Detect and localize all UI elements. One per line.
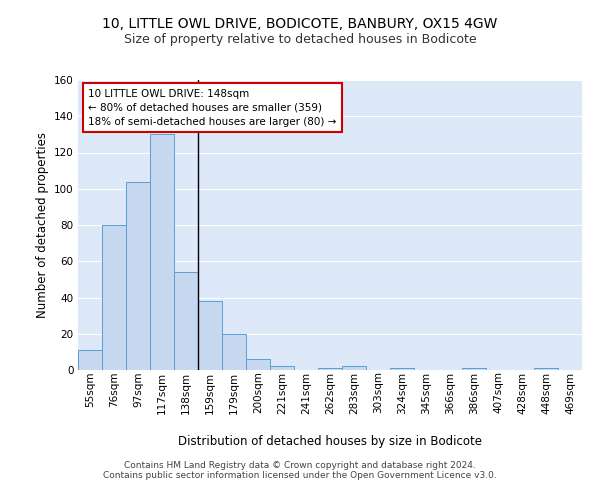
Text: 10, LITTLE OWL DRIVE, BODICOTE, BANBURY, OX15 4GW: 10, LITTLE OWL DRIVE, BODICOTE, BANBURY,… xyxy=(103,18,497,32)
Bar xyxy=(318,368,342,370)
Bar xyxy=(174,272,198,370)
Text: Size of property relative to detached houses in Bodicote: Size of property relative to detached ho… xyxy=(124,32,476,46)
Bar xyxy=(270,366,294,370)
Y-axis label: Number of detached properties: Number of detached properties xyxy=(35,132,49,318)
Text: 10 LITTLE OWL DRIVE: 148sqm
← 80% of detached houses are smaller (359)
18% of se: 10 LITTLE OWL DRIVE: 148sqm ← 80% of det… xyxy=(88,88,337,126)
Bar xyxy=(102,225,126,370)
Bar xyxy=(390,368,414,370)
Bar xyxy=(462,368,486,370)
Bar xyxy=(534,368,558,370)
Text: Contains HM Land Registry data © Crown copyright and database right 2024.
Contai: Contains HM Land Registry data © Crown c… xyxy=(103,460,497,480)
Bar xyxy=(126,182,150,370)
Bar xyxy=(222,334,246,370)
Text: Distribution of detached houses by size in Bodicote: Distribution of detached houses by size … xyxy=(178,435,482,448)
Bar xyxy=(246,359,270,370)
Bar xyxy=(150,134,174,370)
Bar xyxy=(78,350,102,370)
Bar xyxy=(342,366,366,370)
Bar xyxy=(198,301,222,370)
